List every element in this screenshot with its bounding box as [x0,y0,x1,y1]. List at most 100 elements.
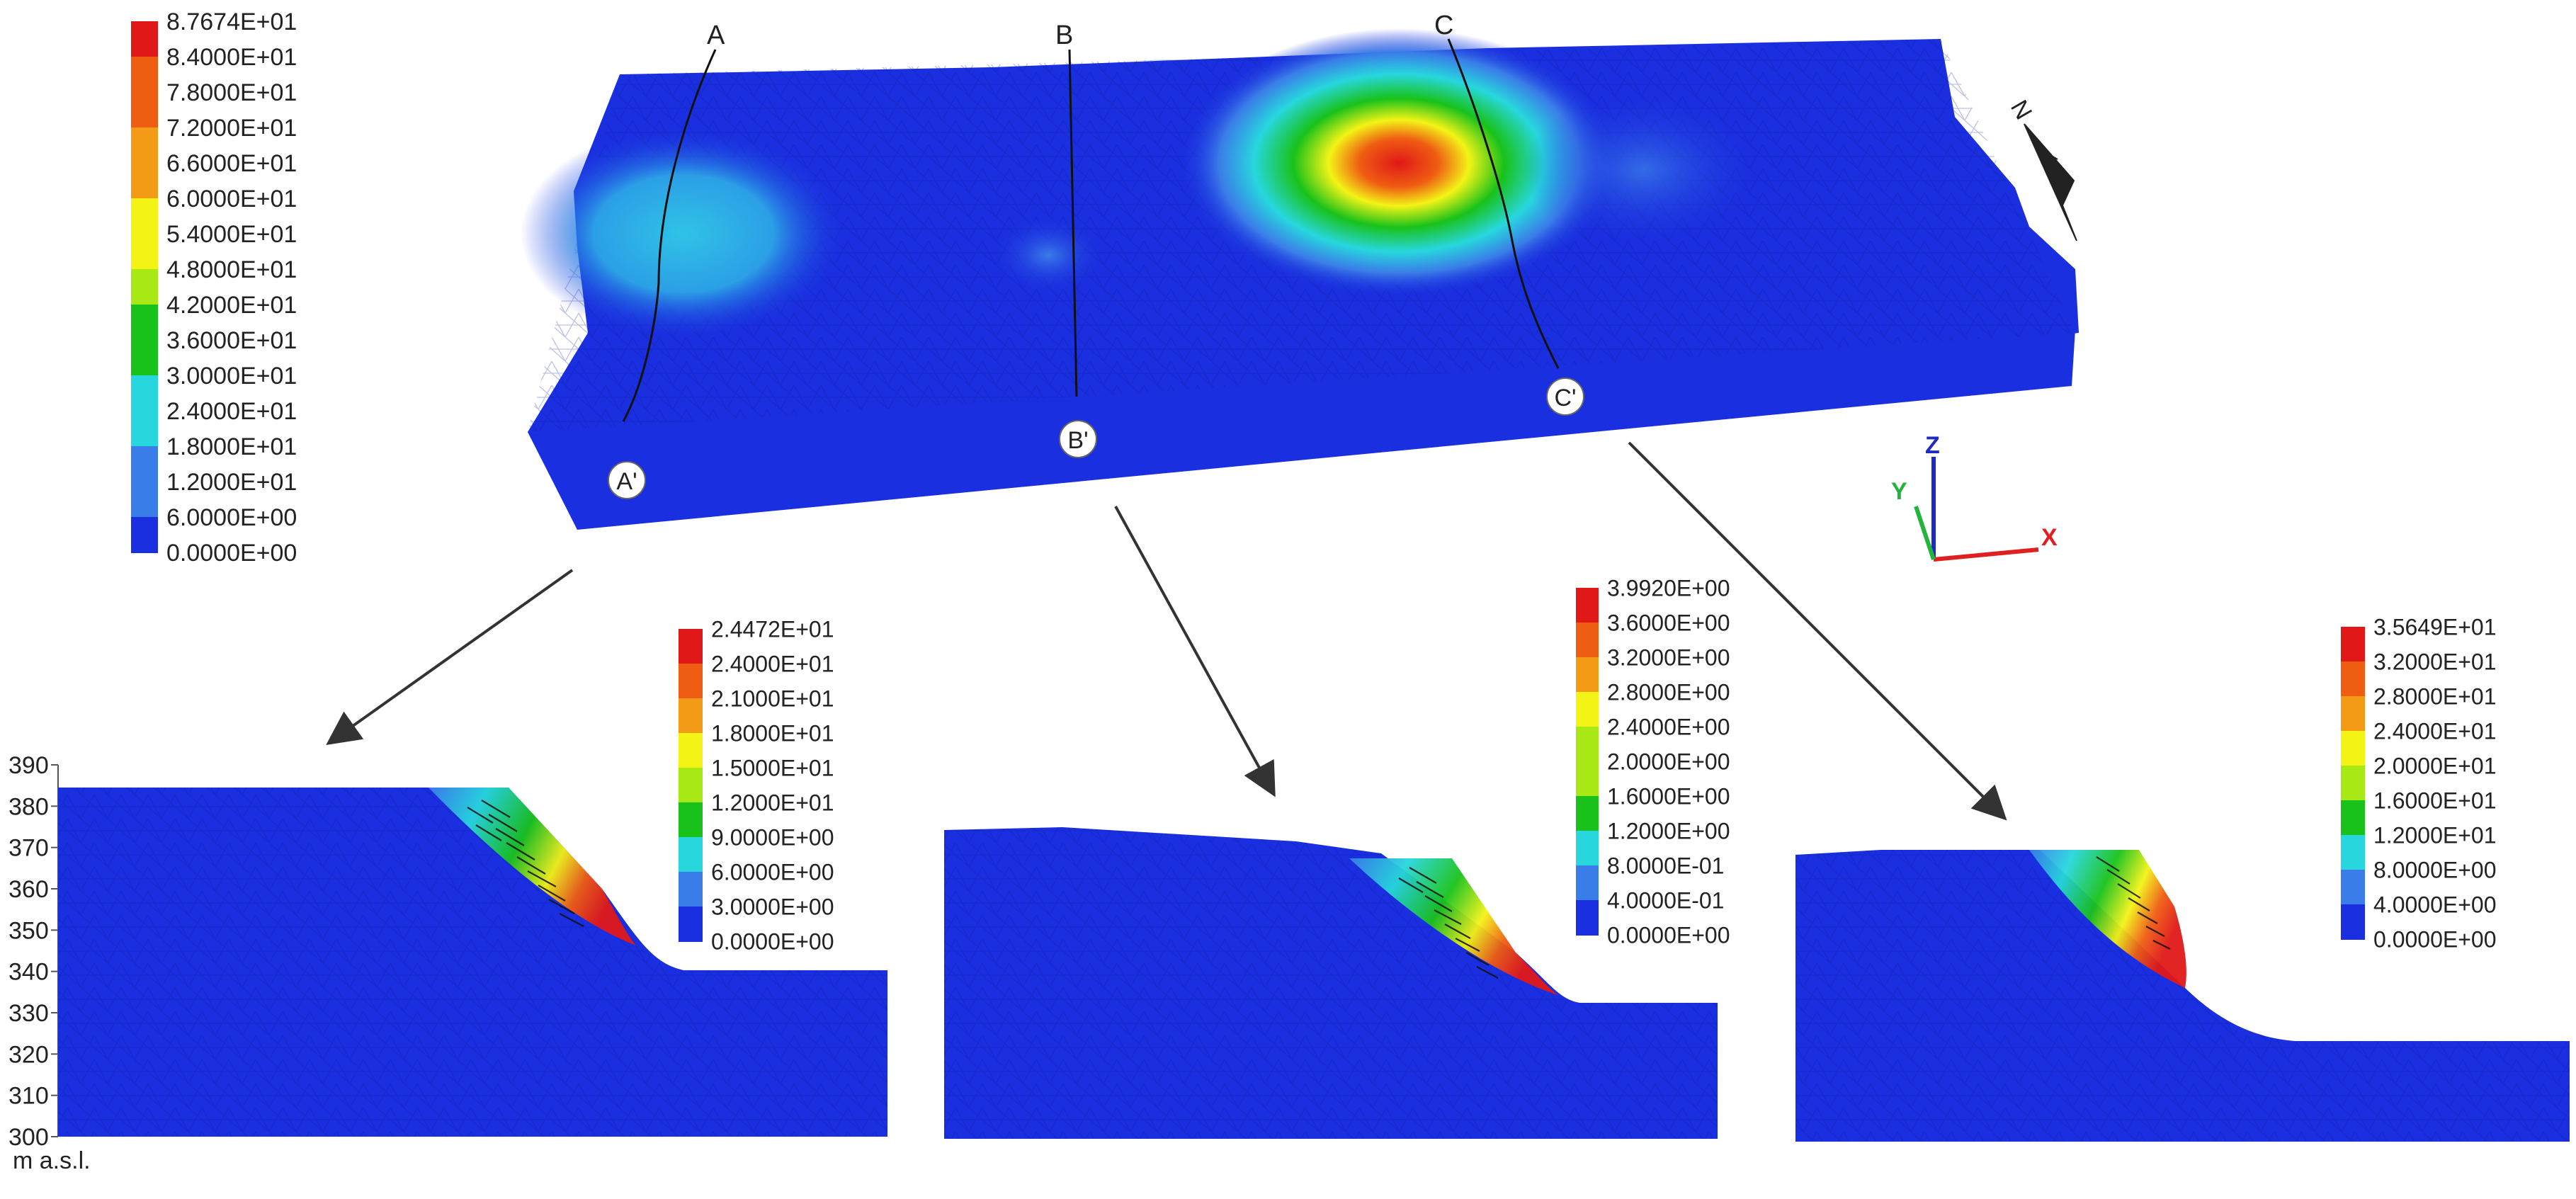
legend-b-swatch [1576,831,1599,866]
main-legend-colorbar [131,21,158,553]
section-a-cross-section [58,788,887,1137]
legend-a-tick-label: 1.2000E+01 [711,790,834,816]
legend-b-tick-label: 8.0000E-01 [1607,853,1724,879]
legend-b-tick-label: 2.0000E+00 [1607,749,1730,775]
main-legend-tick-label: 4.8000E+01 [166,256,297,283]
legend-c-tick-label: 2.0000E+01 [2373,754,2497,779]
main-legend-tick-label: 2.4000E+01 [166,398,297,425]
main-legend-swatch [131,305,158,341]
elevation-tick-label: 360 [8,876,49,903]
main-legend-swatch [131,340,158,376]
section-label-a: A [707,21,725,50]
legend-b-swatch [1576,727,1599,762]
legend-c-tick-label: 2.8000E+01 [2373,684,2497,710]
arrow-to-section-c [1628,441,2007,821]
axes-triad: Z X Y [1891,432,2058,562]
section-marker-c-prime [1546,377,1584,416]
legend-c-tick-label: 4.0000E+00 [2373,892,2497,918]
section-line-c [1447,38,1560,369]
main-legend-swatch [131,234,158,270]
main-legend-swatch [131,163,158,199]
slope-3d-model: A B C A' B' C' [521,11,2079,530]
legend-c-swatch [2341,870,2365,905]
section-c-slip-zone [2029,850,2186,988]
legend-a-tick-label: 6.0000E+00 [711,860,834,885]
main-legend-tick-label: 6.0000E+01 [166,186,297,212]
main-legend-tick-label: 6.0000E+00 [166,504,297,531]
x-axis-label: X [2041,524,2058,551]
legend-a-tick-label: 2.4472E+01 [711,617,834,642]
legend-b-swatch [1576,588,1599,623]
legend-b-tick-label: 4.0000E-01 [1607,888,1724,914]
section-c-cross-section [1795,850,2570,1142]
legend-b-swatch [1576,761,1599,797]
legend-c-swatch [2341,766,2365,801]
legend-section-a-colorbar [679,629,703,942]
y-axis-icon [1914,506,1936,560]
section-label-a-prime: A' [616,468,637,495]
elevation-axis: 390 380 370 360 350 340 330 320 310 300 [8,752,59,1151]
main-legend-tick-label: 6.6000E+01 [166,150,297,177]
elevation-tick-label: 330 [8,1000,49,1027]
section-marker-a-prime [608,461,646,499]
legend-section-b-labels: 3.9920E+00 3.6000E+00 3.2000E+00 2.8000E+00… [1607,576,1730,948]
x-axis-icon [1933,547,2039,562]
main-legend-swatch [131,517,158,553]
main-legend-swatch [131,482,158,518]
legend-c-tick-label: 2.4000E+01 [2373,719,2497,744]
legend-section-c-colorbar [2341,627,2365,940]
main-legend-tick-label: 7.2000E+01 [166,115,297,142]
main-legend-swatch [131,127,158,164]
legend-section-a: 2.4472E+01 2.4000E+01 2.1000E+01 1.8000E+01… [679,617,834,955]
section-c-displacement-vectors [2096,856,2171,950]
section-line-b [1068,49,1078,397]
legend-a-swatch [679,837,703,873]
elevation-tick-label: 380 [8,793,49,820]
legend-c-swatch [2341,800,2365,836]
legend-a-tick-label: 2.1000E+01 [711,686,834,712]
legend-c-tick-label: 3.5649E+01 [2373,615,2497,640]
legend-a-tick-label: 2.4000E+01 [711,652,834,677]
section-line-a [622,49,717,422]
y-axis-label: Y [1891,478,1907,505]
legend-c-swatch [2341,904,2365,940]
legend-c-swatch [2341,627,2365,662]
section-a-displacement-vectors [467,800,584,927]
legend-b-tick-label: 1.2000E+00 [1607,819,1730,844]
legend-c-swatch [2341,835,2365,870]
legend-section-b: 3.9920E+00 3.6000E+00 3.2000E+00 2.8000E+00… [1576,576,1730,948]
legend-b-tick-label: 2.8000E+00 [1607,680,1730,705]
legend-a-tick-label: 9.0000E+00 [711,825,834,851]
legend-a-swatch [679,733,703,768]
legend-a-swatch [679,907,703,942]
main-legend-swatch [131,92,158,128]
main-legend-swatch [131,269,158,305]
legend-b-tick-label: 3.9920E+00 [1607,576,1730,601]
section-label-b-prime: B' [1067,427,1088,454]
elevation-tick-label: 320 [8,1041,49,1068]
main-legend-tick-label: 8.7674E+01 [166,8,297,35]
elevation-tick-label: 370 [8,835,49,862]
section-label-b: B [1055,21,1073,50]
main-legend-tick-label: 1.8000E+01 [166,433,297,460]
legend-b-tick-label: 3.6000E+00 [1607,610,1730,636]
main-legend-swatch [131,411,158,447]
legend-a-tick-label: 1.5000E+01 [711,756,834,781]
elevation-tick-label: 310 [8,1083,49,1110]
section-b-slip-zone [1349,858,1558,995]
main-legend-tick-label: 0.0000E+00 [166,540,297,567]
main-legend: 8.7674E+01 8.4000E+01 7.8000E+01 7.2000E+01… [131,8,297,567]
model-front-face [528,329,2075,530]
section-b-displacement-vectors [1398,867,1499,979]
main-legend-swatch [131,198,158,234]
deformation-hotspot-c [1179,28,1618,297]
main-legend-tick-label: 4.2000E+01 [166,292,297,319]
section-label-c: C [1434,11,1453,40]
legend-b-tick-label: 2.4000E+00 [1607,715,1730,740]
main-legend-tick-label: 3.0000E+01 [166,363,297,390]
main-legend-labels: 8.7674E+01 8.4000E+01 7.8000E+01 7.2000E+01… [166,8,297,567]
legend-c-tick-label: 1.2000E+01 [2373,823,2497,848]
z-axis-label: Z [1925,432,1940,459]
legend-a-tick-label: 1.8000E+01 [711,721,834,746]
legend-b-tick-label: 1.6000E+00 [1607,784,1730,809]
